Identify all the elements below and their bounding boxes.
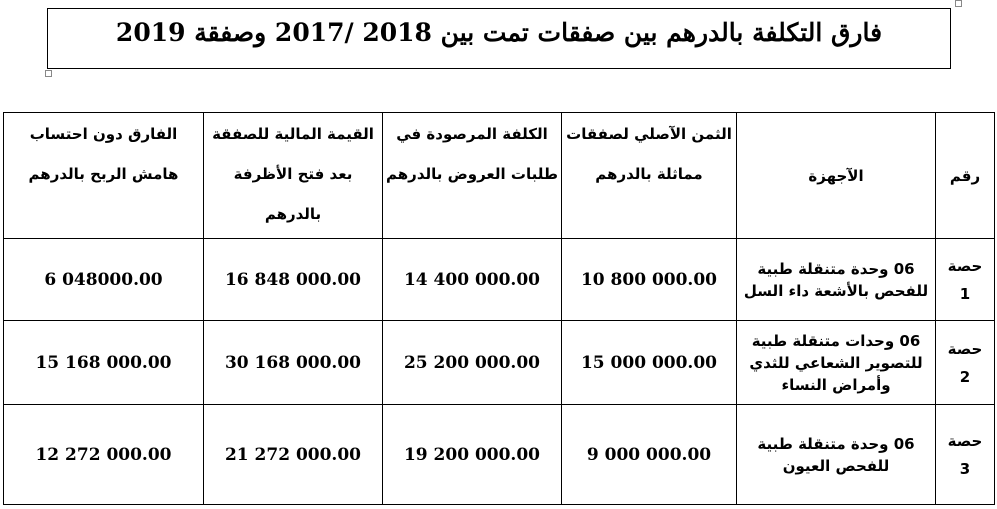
resize-handle[interactable] [45,70,52,77]
lot-label: حصة [947,256,983,275]
lot-cell: حصة 2 [935,320,995,405]
table-row: حصة 1 06 وحدة متنقلة طبية للفحص بالأشعة د… [3,238,995,321]
cost-table: رقم الآجهزة الثمن الآصلي لصفقات مماثلة ب… [3,112,995,505]
table-row: حصة 3 06 وحدة متنقلة طبية للفحص العيون 9 … [3,404,995,505]
header-awarded: القيمة المالية للصفقة بعد فتح الأظرفة با… [203,112,383,239]
awarded-cell: 30 168 000.00 [203,320,383,405]
budgeted-cell: 14 400 000.00 [382,238,562,321]
table-row: حصة 2 06 وحدات متنقلة طبية للتصوير الشعاع… [3,320,995,405]
budgeted-cell: 19 200 000.00 [382,404,562,505]
title-box: فارق التكلفة بالدرهم بين صفقات تمت بين 2… [47,8,951,69]
move-handle[interactable] [955,0,962,7]
document-title: فارق التكلفة بالدرهم بين صفقات تمت بين 2… [115,18,883,47]
header-original: الثمن الآصلي لصفقات مماثلة بالدرهم [561,112,737,239]
original-cell: 9 000 000.00 [561,404,737,505]
header-difference: الفارق دون احتساب هامش الربح بالدرهم [3,112,204,239]
difference-cell: 12 272 000.00 [3,404,204,505]
awarded-cell: 21 272 000.00 [203,404,383,505]
header-row: رقم الآجهزة الثمن الآصلي لصفقات مماثلة ب… [3,112,995,239]
difference-cell: 6 048000.00 [3,238,204,321]
device-cell: 06 وحدة متنقلة طبية للفحص بالأشعة داء ال… [736,238,936,321]
awarded-cell: 16 848 000.00 [203,238,383,321]
original-cell: 15 000 000.00 [561,320,737,405]
header-budgeted: الكلفة المرصودة في طلبات العروض بالدرهم [382,112,562,239]
lot-cell: حصة 3 [935,404,995,505]
header-number: رقم [935,112,995,239]
lot-number: 3 [959,459,971,478]
lot-number: 1 [959,284,971,303]
device-cell: 06 وحدة متنقلة طبية للفحص العيون [736,404,936,505]
lot-cell: حصة 1 [935,238,995,321]
header-device: الآجهزة [736,112,936,239]
difference-cell: 15 168 000.00 [3,320,204,405]
lot-label: حصة [947,339,983,358]
original-cell: 10 800 000.00 [561,238,737,321]
device-cell: 06 وحدات متنقلة طبية للتصوير الشعاعي للث… [736,320,936,405]
lot-number: 2 [959,367,971,386]
budgeted-cell: 25 200 000.00 [382,320,562,405]
lot-label: حصة [947,431,983,450]
